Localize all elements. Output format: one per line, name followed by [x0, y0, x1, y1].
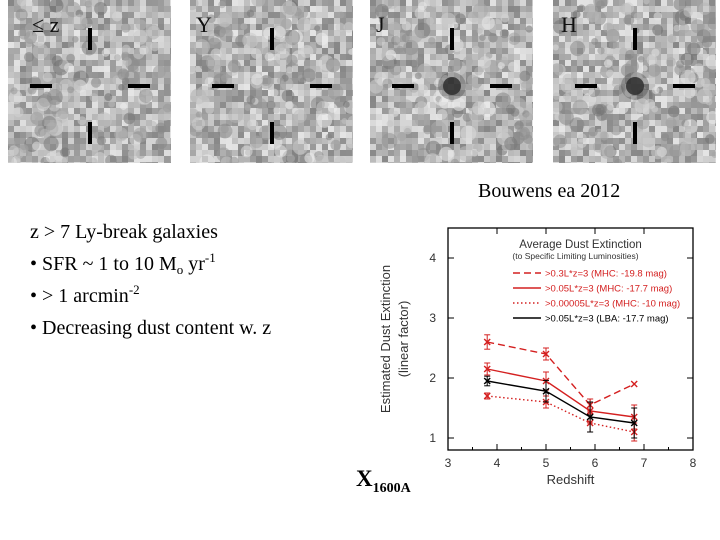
- band-label-y: Y: [196, 12, 212, 37]
- data-point: [630, 419, 638, 427]
- bullet-sfr: • SFR ~ 1 to 10 Mo yr-1: [30, 248, 271, 280]
- data-point: [483, 365, 491, 373]
- bullet-heading: z > 7 Ly-break galaxies: [30, 221, 218, 243]
- x1600-label: X1600A: [356, 466, 411, 496]
- stamp-image-h: [553, 0, 716, 163]
- dust-extinction-chart: 3 4 5 6 7 8 1 2 3 4 Redshift Estimated Dust Extinct…: [378, 227, 697, 487]
- x-axis-label: Redshift: [547, 472, 595, 487]
- stamp-image-j: [370, 0, 533, 163]
- x1600-sub: 1600A: [372, 481, 411, 496]
- data-point: [586, 413, 594, 421]
- x1600-main: X: [356, 466, 373, 491]
- x-tick-label: 4: [494, 456, 501, 470]
- stamp-image-y: [190, 0, 353, 163]
- x-tick-label: 5: [543, 456, 550, 470]
- citation: Bouwens ea 2012: [478, 180, 621, 202]
- thumbnail-z: ≤ z: [8, 0, 171, 163]
- chart-title: Average Dust Extinction: [519, 239, 642, 251]
- y-tick-label: 4: [429, 251, 436, 265]
- data-point: [542, 387, 550, 395]
- data-point: [483, 392, 491, 400]
- sfr-sup: -1: [204, 250, 216, 265]
- x-tick-label: 7: [641, 456, 648, 470]
- y-axis-label: Estimated Dust Extinction: [378, 265, 393, 413]
- y-tick-label: 3: [429, 311, 436, 325]
- data-point: [630, 380, 638, 388]
- band-label-h: H: [561, 12, 577, 37]
- thumbnail-h: H: [553, 0, 716, 163]
- x-tick-label: 6: [592, 456, 599, 470]
- sfr-unit: yr: [183, 253, 205, 275]
- data-point: [483, 338, 491, 346]
- data-point: [542, 350, 550, 358]
- legend-entry: >0.05L*z=3 (LBA: -17.7 mag): [545, 314, 669, 325]
- series-line: [487, 341, 635, 406]
- y-tick-label: 1: [429, 431, 436, 445]
- data-point: [483, 377, 491, 385]
- band-label-j: J: [376, 12, 385, 37]
- bullet-dust: • Decreasing dust content w. z: [30, 317, 272, 339]
- sfr-text: • SFR ~ 1 to 10 M: [30, 253, 177, 275]
- legend-entry: >0.05L*z=3 (MHC: -17.7 mag): [545, 284, 672, 295]
- source-blob: [626, 77, 644, 95]
- series-line: [487, 380, 635, 424]
- bullet-list: z > 7 Ly-break galaxies • SFR ~ 1 to 10 …: [30, 216, 271, 344]
- x-tick-label: 8: [690, 456, 697, 470]
- legend-entry: >0.3L*z=3 (MHC: -19.8 mag): [545, 269, 667, 280]
- thumbnail-y: Y: [190, 0, 353, 163]
- sfr-sub: o: [176, 262, 184, 277]
- band-label-z: ≤ z: [32, 12, 60, 37]
- series-line: [487, 368, 635, 418]
- y-tick-label: 2: [429, 371, 436, 385]
- chart-subtitle: (to Specific Limiting Luminosities): [512, 251, 638, 261]
- y-axis-sublabel: (linear factor): [396, 301, 411, 378]
- thumbnail-j: J: [370, 0, 533, 163]
- stamp-image-z: [8, 0, 171, 163]
- source-blob: [443, 77, 461, 95]
- density-sup: -2: [128, 282, 140, 297]
- bullet-density: • > 1 arcmin-2: [30, 280, 271, 312]
- density-text: • > 1 arcmin: [30, 285, 129, 307]
- legend-entry: >0.00005L*z=3 (MHC: -10 mag): [545, 299, 680, 310]
- plot-frame: [447, 227, 694, 451]
- x-tick-label: 3: [445, 456, 452, 470]
